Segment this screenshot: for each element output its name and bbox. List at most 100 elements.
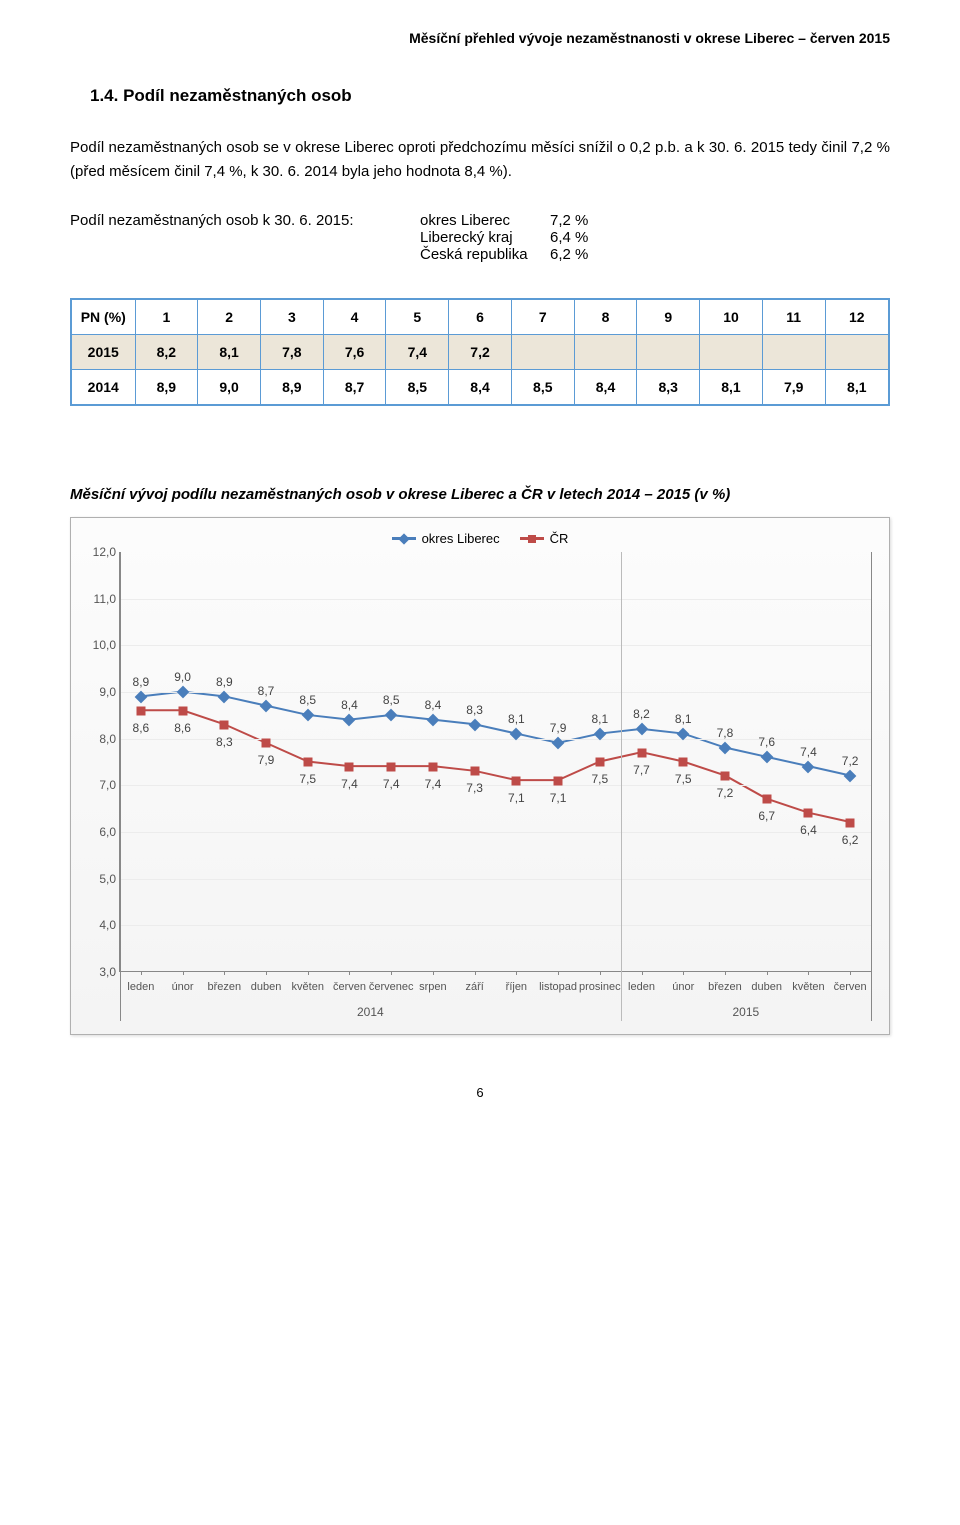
x-tick [767, 971, 768, 975]
gridline [120, 599, 871, 600]
x-tick [391, 971, 392, 975]
year-boundary [871, 552, 872, 1021]
intro-paragraph: Podíl nezaměstnaných osob se v okrese Li… [70, 136, 890, 184]
table-header-cell: 7 [511, 299, 574, 335]
table-cell [762, 335, 825, 370]
data-label: 8,2 [633, 707, 650, 721]
x-tick [725, 971, 726, 975]
legend-label: ČR [550, 531, 569, 546]
x-tick [475, 971, 476, 975]
table-cell: 7,2 [449, 335, 512, 370]
gridline [120, 879, 871, 880]
data-marker [846, 818, 855, 827]
table-cell [700, 335, 763, 370]
x-tick-label: říjen [506, 981, 527, 993]
table-header-cell: 4 [323, 299, 386, 335]
data-marker [554, 776, 563, 785]
data-marker [637, 748, 646, 757]
x-tick [141, 971, 142, 975]
data-label: 7,5 [299, 772, 316, 786]
x-tick [808, 971, 809, 975]
data-label: 8,3 [216, 735, 233, 749]
chart-legend: okres Liberec ČR [81, 528, 879, 546]
stats-region: Česká republika [370, 246, 550, 263]
table-cell: 8,1 [198, 335, 261, 370]
table-cell: 8,1 [700, 370, 763, 406]
table-header-cell: 10 [700, 299, 763, 335]
data-label: 7,4 [341, 777, 358, 791]
data-label: 8,4 [341, 698, 358, 712]
gridline [120, 645, 871, 646]
y-tick-label: 4,0 [82, 918, 116, 932]
y-tick-label: 3,0 [82, 965, 116, 979]
x-tick-label: červen [333, 981, 366, 993]
x-tick-label: září [465, 981, 483, 993]
data-label: 7,5 [591, 772, 608, 786]
table-row: 20148,99,08,98,78,58,48,58,48,38,17,98,1 [71, 370, 889, 406]
data-label: 8,9 [216, 675, 233, 689]
table-header-cell: 3 [260, 299, 323, 335]
data-marker [679, 758, 688, 767]
data-label: 6,4 [800, 823, 817, 837]
stats-block: Podíl nezaměstnaných osob k 30. 6. 2015:… [70, 212, 890, 263]
data-marker [220, 720, 229, 729]
plot-area: 3,04,05,06,07,08,09,010,011,012,0ledenún… [119, 552, 871, 972]
stats-value: 7,2 % [550, 212, 630, 229]
data-label: 7,4 [425, 777, 442, 791]
data-label: 7,4 [800, 745, 817, 759]
x-tick [308, 971, 309, 975]
year-separator [621, 552, 622, 1021]
x-tick [516, 971, 517, 975]
table-header-cell: PN (%) [71, 299, 135, 335]
x-tick [600, 971, 601, 975]
x-tick [183, 971, 184, 975]
table-header-cell: 2 [198, 299, 261, 335]
series-line [141, 710, 850, 822]
table-row-label: 2014 [71, 370, 135, 406]
x-tick [349, 971, 350, 975]
table-cell: 9,0 [198, 370, 261, 406]
data-marker [804, 809, 813, 818]
year-label: 2015 [732, 1005, 759, 1019]
x-tick-label: březen [207, 981, 241, 993]
stats-label: Podíl nezaměstnaných osob k 30. 6. 2015: [70, 212, 370, 229]
y-tick-label: 7,0 [82, 778, 116, 792]
data-label: 8,6 [133, 721, 150, 735]
legend-swatch [520, 537, 544, 540]
x-tick [642, 971, 643, 975]
data-marker [387, 762, 396, 771]
data-label: 8,1 [675, 712, 692, 726]
table-header-cell: 6 [449, 299, 512, 335]
table-cell: 8,5 [386, 370, 449, 406]
x-tick [850, 971, 851, 975]
x-tick-label: leden [127, 981, 154, 993]
table-cell: 7,4 [386, 335, 449, 370]
table-cell: 8,2 [135, 335, 198, 370]
x-tick-label: prosinec [579, 981, 621, 993]
data-label: 8,9 [133, 675, 150, 689]
legend-label: okres Liberec [422, 531, 500, 546]
table-header-cell: 1 [135, 299, 198, 335]
table-header-cell: 8 [574, 299, 637, 335]
gridline [120, 692, 871, 693]
gridline [120, 925, 871, 926]
page-number: 6 [70, 1085, 890, 1100]
x-tick-label: únor [172, 981, 194, 993]
x-tick [266, 971, 267, 975]
x-tick-label: červen [834, 981, 867, 993]
y-tick-label: 6,0 [82, 825, 116, 839]
legend-item: ČR [520, 531, 569, 546]
table-cell [574, 335, 637, 370]
table-cell: 8,4 [574, 370, 637, 406]
table-cell: 7,6 [323, 335, 386, 370]
data-label: 8,7 [258, 684, 275, 698]
series-svg [120, 552, 871, 971]
x-tick-label: duben [251, 981, 282, 993]
table-header-row: PN (%)123456789101112 [71, 299, 889, 335]
x-tick-label: květen [792, 981, 824, 993]
data-label: 8,5 [383, 693, 400, 707]
data-label: 7,8 [717, 726, 734, 740]
data-label: 6,7 [758, 809, 775, 823]
x-tick-label: červenec [369, 981, 414, 993]
data-marker [470, 767, 479, 776]
